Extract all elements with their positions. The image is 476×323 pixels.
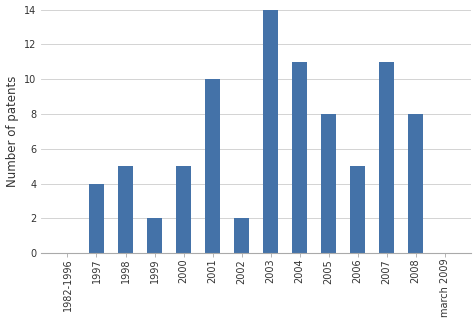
Bar	[378, 62, 393, 253]
Bar	[205, 79, 219, 253]
Bar	[292, 62, 306, 253]
Y-axis label: Number of patents: Number of patents	[6, 76, 19, 187]
Bar	[321, 114, 335, 253]
Bar	[349, 166, 364, 253]
Bar	[176, 166, 190, 253]
Bar	[89, 184, 104, 253]
Bar	[234, 218, 248, 253]
Bar	[147, 218, 161, 253]
Bar	[263, 10, 277, 253]
Bar	[407, 114, 422, 253]
Bar	[118, 166, 132, 253]
